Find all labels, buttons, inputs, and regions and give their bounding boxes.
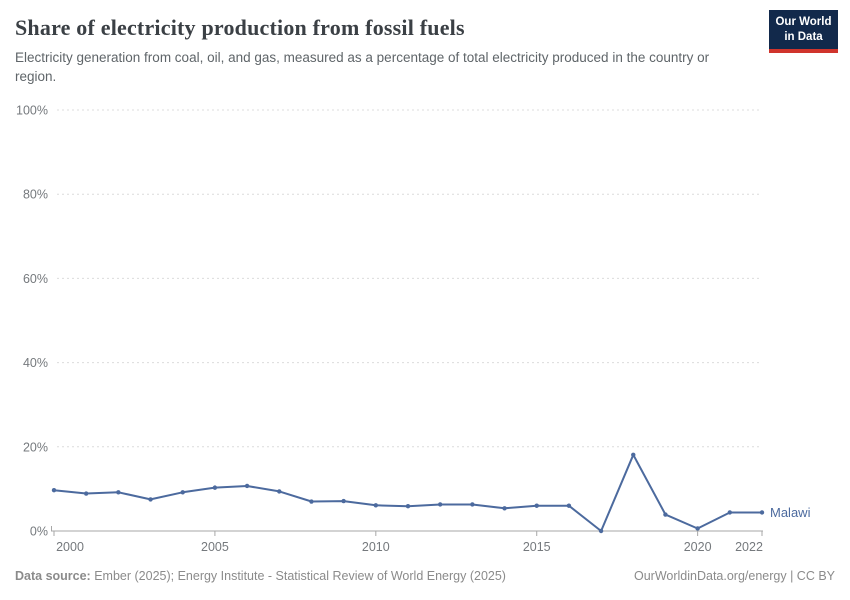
data-point-malawi-2010[interactable] [373,503,379,508]
chart-header: Share of electricity production from fos… [15,14,755,86]
data-point-malawi-2005[interactable] [212,485,218,490]
x-tick-label-2000: 2000 [56,540,84,554]
data-point-malawi-2018[interactable] [631,452,636,457]
y-tick-label-100: 100% [16,104,48,118]
series-label-malawi[interactable]: Malawi [770,505,811,520]
owid-logo-stripe [769,49,838,53]
chart-subtitle: Electricity generation from coal, oil, a… [15,50,710,84]
data-point-malawi-2000[interactable] [51,487,57,493]
owid-logo-line1: Our World [775,16,832,29]
data-point-malawi-2003[interactable] [148,497,153,502]
data-source-text[interactable]: Data source: Ember (2025); Energy Instit… [15,569,506,583]
page-title: Share of electricity production from fos… [15,15,465,40]
y-tick-label-20: 20% [23,440,48,454]
data-point-malawi-2019[interactable] [663,512,668,517]
y-tick-label-80: 80% [23,188,48,202]
data-source-value: Ember (2025); Energy Institute - Statist… [90,569,506,583]
data-point-malawi-2015[interactable] [534,503,539,508]
data-point-malawi-2020[interactable] [695,526,700,531]
data-point-malawi-2004[interactable] [180,490,185,495]
series-line-malawi [53,453,763,532]
x-tick-label-2015: 2015 [523,540,551,554]
data-point-malawi-2002[interactable] [116,490,121,495]
data-point-malawi-2007[interactable] [277,489,282,494]
chart-footer: Data source: Ember (2025); Energy Instit… [15,569,835,583]
data-point-malawi-2008[interactable] [309,499,314,504]
data-point-malawi-2006[interactable] [244,483,250,489]
owid-license-link[interactable]: OurWorldinData.org/energy | CC BY [633,569,835,583]
data-point-malawi-2017[interactable] [598,528,604,534]
data-point-malawi-2011[interactable] [405,503,411,509]
x-tick-label-2022: 2022 [735,540,763,554]
data-point-malawi-2022[interactable] [759,510,765,515]
data-point-malawi-2014[interactable] [502,506,507,511]
y-tick-label-40: 40% [23,356,48,370]
data-source-label: Data source: [15,569,91,583]
x-tick-label-2020: 2020 [684,540,712,554]
data-point-malawi-2012[interactable] [437,502,443,507]
x-tick-label-2005: 2005 [201,540,229,554]
y-tick-label-60: 60% [23,272,48,286]
x-tick-label-2010: 2010 [362,540,390,554]
data-point-malawi-2016[interactable] [566,503,572,508]
data-point-malawi-2013[interactable] [470,502,475,507]
y-tick-label-0: 0% [30,525,48,539]
owid-logo-line2: in Data [784,30,823,43]
data-point-malawi-2001[interactable] [83,491,89,496]
data-point-malawi-2009[interactable] [341,498,346,504]
owid-logo[interactable]: Our World in Data [769,10,838,53]
data-point-malawi-2021[interactable] [727,510,733,515]
